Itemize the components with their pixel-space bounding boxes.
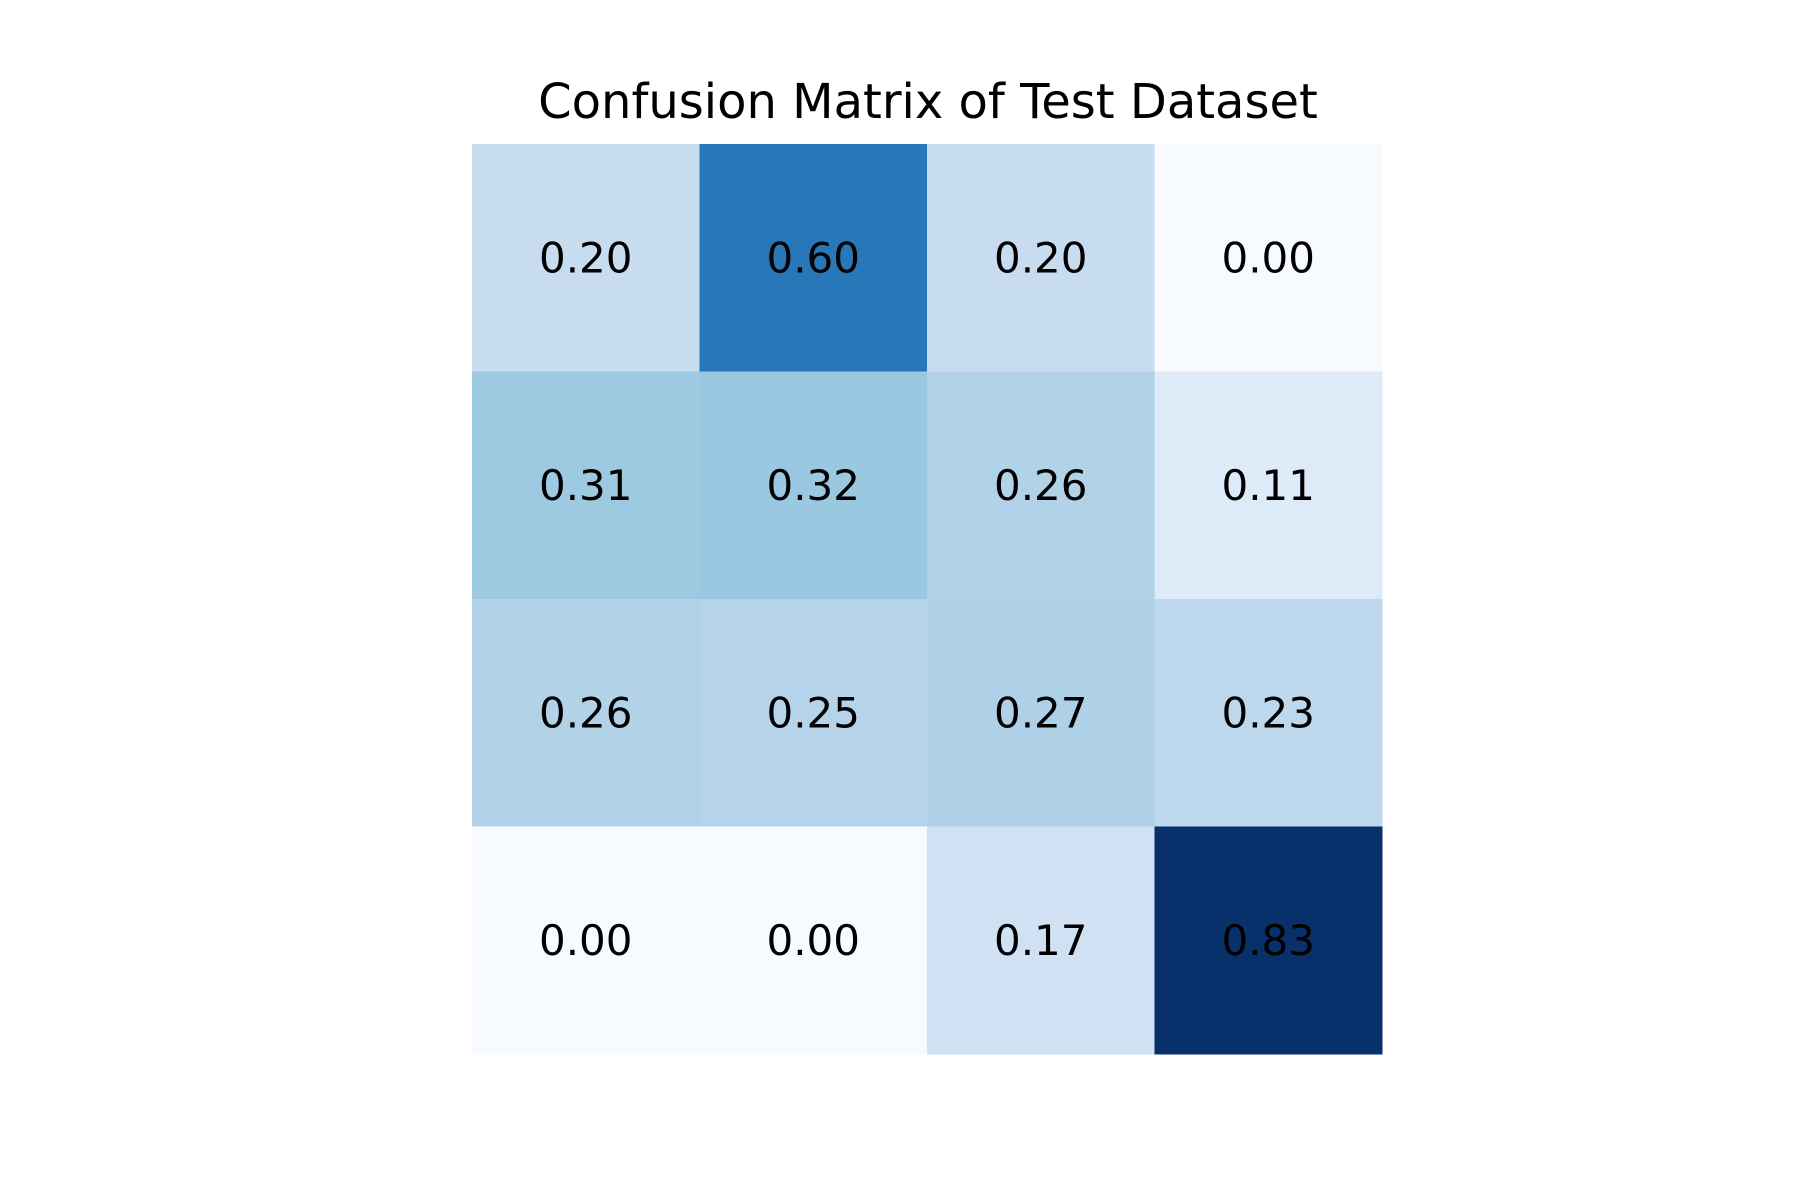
heatmap-cell-r2-c2 <box>927 599 1155 827</box>
heatmap-grid <box>472 144 1383 1055</box>
heatmap-cell-r3-c1 <box>699 826 928 1055</box>
cell-value-label-r1-c1: 0.32 <box>766 461 860 510</box>
cell-value-label-r1-c0: 0.31 <box>539 461 633 510</box>
cell-value-label-r3-c0: 0.00 <box>539 916 633 965</box>
heatmap-cell-r0-c3 <box>1154 144 1383 372</box>
heatmap-cell-r1-c0 <box>472 371 700 600</box>
cell-value-label-r1-c3: 0.11 <box>1221 461 1315 510</box>
heatmap-cell-r1-c2 <box>927 371 1155 600</box>
heatmap-cell-r1-c3 <box>1154 371 1383 600</box>
heatmap-cell-r0-c2 <box>927 144 1155 372</box>
heatmap-cell-r3-c3 <box>1154 826 1383 1055</box>
heatmap-cell-r0-c1 <box>699 144 928 372</box>
heatmap-cell-r2-c1 <box>699 599 928 827</box>
cell-value-label-r0-c1: 0.60 <box>766 233 860 282</box>
cell-value-label-r2-c3: 0.23 <box>1221 688 1315 737</box>
heatmap-value-labels: 0.20 0.60 0.20 0.00 0.31 0.32 0.26 0.11 0.26 0.25… <box>539 233 1315 965</box>
cell-value-label-r0-c3: 0.00 <box>1221 233 1315 282</box>
heatmap-cell-r0-c0 <box>472 144 700 372</box>
cell-value-label-r2-c2: 0.27 <box>994 688 1088 737</box>
cell-value-label-r2-c1: 0.25 <box>766 688 860 737</box>
heatmap-cell-r1-c1 <box>699 371 928 600</box>
cell-value-label-r3-c3: 0.83 <box>1221 916 1315 965</box>
cell-value-label-r2-c0: 0.26 <box>539 688 633 737</box>
cell-value-label-r1-c2: 0.26 <box>994 461 1088 510</box>
heatmap-cell-r2-c0 <box>472 599 700 827</box>
cell-value-label-r0-c0: 0.20 <box>539 233 633 282</box>
heatmap-cell-r2-c3 <box>1154 599 1383 827</box>
heatmap-cell-r3-c2 <box>927 826 1155 1055</box>
cell-value-label-r0-c2: 0.20 <box>994 233 1088 282</box>
cell-value-label-r3-c2: 0.17 <box>994 916 1088 965</box>
cell-value-label-r3-c1: 0.00 <box>766 916 860 965</box>
chart-title: Confusion Matrix of Test Dataset <box>538 74 1318 130</box>
heatmap-cell-r3-c0 <box>472 826 700 1055</box>
